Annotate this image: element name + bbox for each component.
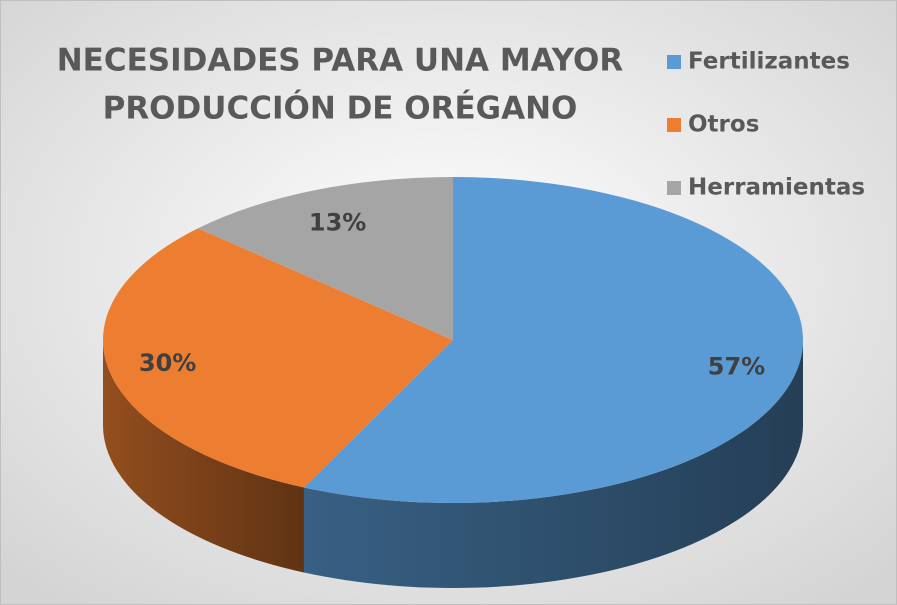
data-label: 30% xyxy=(139,349,196,377)
legend-swatch xyxy=(667,55,681,69)
legend-label: Otros xyxy=(688,112,759,138)
slice xyxy=(102,228,453,488)
data-label: 57% xyxy=(708,353,765,381)
slice-side-shade xyxy=(303,340,803,588)
legend-swatch xyxy=(667,181,681,195)
slice xyxy=(303,177,803,503)
data-label: 13% xyxy=(309,208,366,236)
slice-side-shade xyxy=(103,340,304,573)
legend-label: Fertilizantes xyxy=(688,49,850,75)
slice xyxy=(197,177,453,340)
chart-title: PRODUCCIÓN DE ORÉGANO xyxy=(103,90,578,127)
legend-swatch xyxy=(667,118,681,132)
chart-title: NECESIDADES PARA UNA MAYOR xyxy=(57,43,624,79)
legend-label: Herramientas xyxy=(688,175,865,201)
